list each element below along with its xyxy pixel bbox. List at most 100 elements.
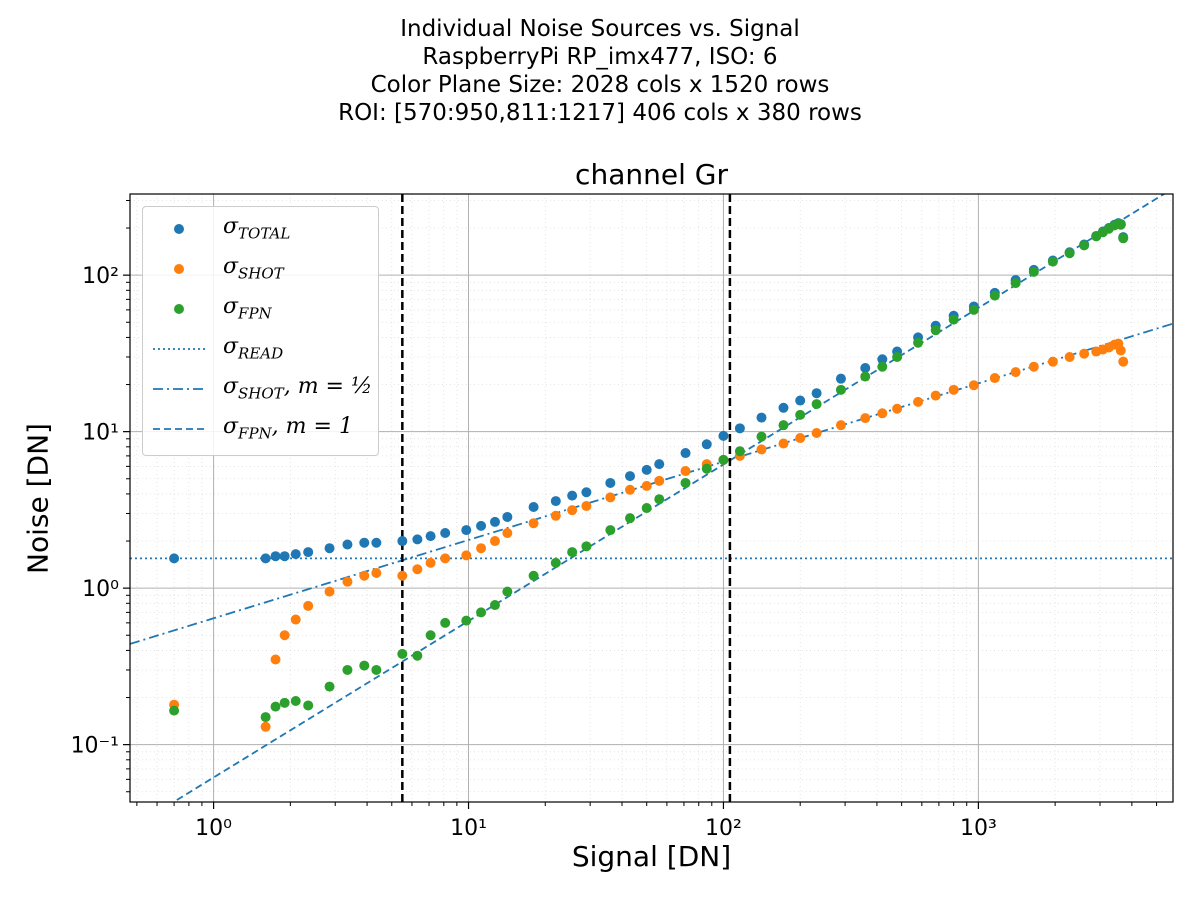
fpn-noise-point bbox=[835, 384, 846, 395]
fpn-noise-point bbox=[930, 325, 941, 336]
shot-noise-point bbox=[930, 390, 941, 401]
shot-noise-point bbox=[877, 408, 888, 419]
fpn-noise-point bbox=[811, 399, 822, 410]
fpn-noise-point bbox=[718, 454, 729, 465]
shot-noise-point bbox=[279, 630, 290, 641]
fpn-noise-point bbox=[371, 664, 382, 675]
fpn-noise-point bbox=[461, 615, 472, 626]
fpn-noise-point bbox=[489, 600, 500, 611]
fpn-noise-point bbox=[279, 697, 290, 708]
shot-noise-point bbox=[625, 484, 636, 495]
fpn-noise-point bbox=[654, 494, 665, 505]
fpn-noise-point bbox=[1064, 248, 1075, 259]
x-tick-label: 10² bbox=[705, 816, 742, 841]
shot-noise-point bbox=[641, 480, 652, 491]
legend-label: σFPN bbox=[223, 294, 272, 323]
shot-noise-point bbox=[860, 413, 871, 424]
shot-noise-point bbox=[550, 510, 561, 521]
fpn-noise-point bbox=[734, 446, 745, 457]
y-tick-label: 10⁰ bbox=[82, 577, 119, 602]
fpn-noise-point bbox=[397, 648, 408, 659]
fpn-noise-point bbox=[528, 570, 539, 581]
total-noise-point bbox=[680, 448, 691, 459]
legend-marker bbox=[153, 428, 205, 430]
shot-noise-point bbox=[811, 428, 822, 439]
legend-marker bbox=[153, 348, 205, 350]
total-noise-point bbox=[567, 490, 578, 501]
fpn-noise-point bbox=[260, 712, 271, 723]
shot-noise-point bbox=[1028, 361, 1039, 372]
total-noise-point bbox=[461, 525, 472, 536]
shot-noise-point bbox=[1047, 356, 1058, 367]
total-noise-point bbox=[778, 402, 789, 413]
shot-noise-point bbox=[260, 721, 271, 732]
fpn-noise-point bbox=[342, 664, 353, 675]
fpn-noise-point bbox=[860, 371, 871, 382]
fpn-noise-point bbox=[567, 547, 578, 558]
total-noise-point bbox=[605, 477, 616, 488]
fpn-noise-point bbox=[1010, 278, 1021, 289]
total-noise-point bbox=[440, 528, 451, 539]
legend-label: σTOTAL bbox=[223, 214, 291, 243]
fpn-noise-point bbox=[303, 700, 314, 711]
y-tick-label: 10¹ bbox=[82, 421, 119, 446]
shot-noise-point bbox=[795, 433, 806, 444]
shot-noise-point bbox=[948, 384, 959, 395]
legend-item-total: σTOTAL bbox=[143, 209, 378, 249]
total-noise-point bbox=[734, 423, 745, 434]
shot-noise-point bbox=[1010, 367, 1021, 378]
total-noise-point bbox=[303, 547, 314, 558]
total-noise-point bbox=[502, 511, 513, 522]
shot-noise-point bbox=[1118, 356, 1129, 367]
fpn-noise-point bbox=[1115, 219, 1126, 230]
total-noise-point bbox=[795, 395, 806, 406]
fpn-noise-point bbox=[425, 630, 436, 641]
total-noise-point bbox=[581, 487, 592, 498]
shot-noise-point bbox=[371, 567, 382, 578]
fpn-noise-point bbox=[756, 431, 767, 442]
total-noise-point bbox=[279, 551, 290, 562]
fpn-noise-point bbox=[581, 541, 592, 552]
total-noise-point bbox=[169, 553, 180, 564]
fpn-noise-point bbox=[550, 557, 561, 568]
shot-noise-point bbox=[756, 444, 767, 455]
shot-noise-point bbox=[989, 373, 1000, 384]
total-noise-point bbox=[701, 439, 712, 450]
fpn-noise-point bbox=[1028, 266, 1039, 277]
fpn-noise-point bbox=[324, 681, 335, 692]
total-noise-point bbox=[835, 373, 846, 384]
total-noise-point bbox=[371, 537, 382, 548]
shot-noise-point bbox=[1115, 345, 1126, 356]
total-noise-point bbox=[641, 464, 652, 475]
y-tick-label: 10² bbox=[82, 264, 119, 289]
x-tick-label: 10³ bbox=[960, 816, 997, 841]
shot-noise-point bbox=[324, 586, 335, 597]
total-noise-point bbox=[359, 537, 370, 548]
shot-noise-point bbox=[342, 576, 353, 587]
suptitle-line-3: Color Plane Size: 2028 cols x 1520 rows bbox=[370, 72, 830, 98]
shot-noise-point bbox=[425, 557, 436, 568]
fpn-noise-point bbox=[412, 650, 423, 661]
fpn-noise-point bbox=[502, 586, 513, 597]
shot-noise-point bbox=[968, 380, 979, 391]
total-noise-point bbox=[756, 412, 767, 423]
shot-noise-point bbox=[397, 570, 408, 581]
total-noise-point bbox=[342, 539, 353, 550]
fpn-noise-point bbox=[625, 513, 636, 524]
fpn-noise-point bbox=[795, 409, 806, 420]
fpn-noise-point bbox=[1118, 233, 1129, 244]
fpn-noise-point bbox=[701, 463, 712, 474]
total-noise-point bbox=[625, 471, 636, 482]
total-noise-point bbox=[654, 459, 665, 470]
legend-item-fpn: σFPN bbox=[143, 289, 378, 329]
legend-item-fpn-fit: σFPN, m = 1 bbox=[143, 409, 378, 449]
total-noise-point bbox=[270, 551, 281, 562]
shot-noise-point bbox=[359, 570, 370, 581]
shot-noise-point bbox=[605, 492, 616, 503]
shot-noise-point bbox=[412, 564, 423, 575]
fpn-noise-point bbox=[877, 361, 888, 372]
shot-noise-point bbox=[303, 600, 314, 611]
total-noise-point bbox=[489, 516, 500, 527]
shot-noise-point bbox=[680, 466, 691, 477]
legend: σTOTAL σSHOT σFPN σREAD σSHOT, m = ½ σFPN, m … bbox=[142, 206, 379, 456]
